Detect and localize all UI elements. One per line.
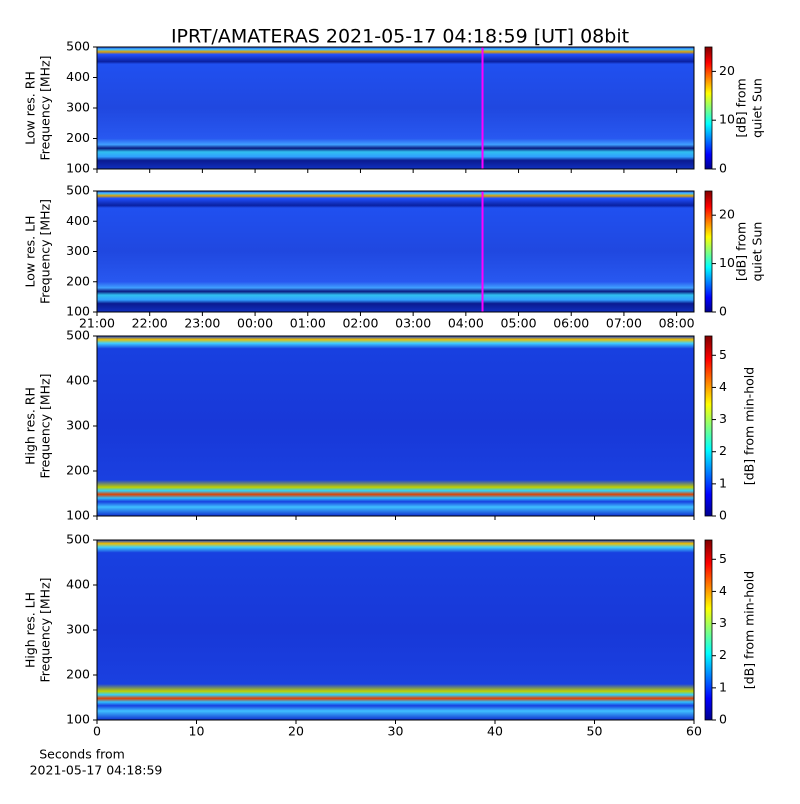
- spectrogram: [97, 47, 694, 169]
- colorbar-tick-label: 10: [719, 255, 735, 270]
- x-tick-label: 23:00: [184, 316, 220, 331]
- y-tick-label: 500: [66, 39, 90, 54]
- colorbar: [704, 46, 713, 170]
- x-tick-label: 07:00: [606, 316, 642, 331]
- spectrogram: [97, 540, 694, 720]
- y-axis-label: Frequency [MHz]: [38, 199, 53, 304]
- x-tick-label: 40: [487, 724, 503, 739]
- colorbar-tick-label: 2: [719, 647, 727, 662]
- x-axis-label: 2021-05-17 04:18:59: [30, 763, 163, 778]
- y-tick-label: 500: [66, 532, 90, 547]
- x-tick-label: 30: [388, 724, 404, 739]
- colorbar-label: [dB] from: [734, 222, 749, 281]
- colorbar: [704, 190, 713, 313]
- y-tick-label: 200: [66, 273, 90, 288]
- y-axis-label: High res. RH: [23, 387, 38, 465]
- x-tick-label: 08:00: [659, 316, 695, 331]
- colorbar-tick-label: 0: [719, 508, 727, 523]
- x-tick-label: 10: [189, 724, 205, 739]
- colorbar: [704, 335, 713, 517]
- y-tick-label: 300: [66, 100, 90, 115]
- x-tick-label: 50: [587, 724, 603, 739]
- colorbar-tick-label: 1: [719, 475, 727, 490]
- y-tick-label: 100: [66, 161, 90, 176]
- y-tick-label: 200: [66, 463, 90, 478]
- y-tick-label: 200: [66, 667, 90, 682]
- y-axis-label: Frequency [MHz]: [38, 373, 53, 478]
- y-tick-label: 100: [66, 304, 90, 319]
- colorbar-tick-label: 0: [719, 712, 727, 727]
- colorbar-tick-label: 20: [719, 207, 735, 222]
- x-tick-label: 00:00: [237, 316, 273, 331]
- colorbar-tick-label: 0: [719, 161, 727, 176]
- x-tick-label: 02:00: [342, 316, 378, 331]
- spectrogram: [97, 191, 694, 312]
- y-tick-label: 300: [66, 418, 90, 433]
- x-tick-label: 03:00: [395, 316, 431, 331]
- y-tick-label: 500: [66, 328, 90, 343]
- colorbar-tick-label: 5: [719, 347, 727, 362]
- x-tick-label: 0: [93, 724, 101, 739]
- x-tick-label: 06:00: [553, 316, 589, 331]
- colorbar-tick-label: 3: [719, 411, 727, 426]
- x-tick-label: 60: [686, 724, 702, 739]
- colorbar-label: [dB] from min-hold: [742, 571, 757, 689]
- y-axis-label: Frequency [MHz]: [38, 577, 53, 682]
- x-tick-label: 01:00: [290, 316, 326, 331]
- y-tick-label: 400: [66, 373, 90, 388]
- colorbar-label: [dB] from min-hold: [742, 367, 757, 485]
- colorbar-tick-label: 2: [719, 443, 727, 458]
- y-tick-label: 400: [66, 213, 90, 228]
- y-axis-label: Frequency [MHz]: [38, 55, 53, 160]
- colorbar: [704, 539, 713, 721]
- colorbar-tick-label: 4: [719, 379, 727, 394]
- y-tick-label: 300: [66, 243, 90, 258]
- colorbar-tick-label: 5: [719, 551, 727, 566]
- spectrogram: [97, 336, 694, 516]
- colorbar-tick-label: 10: [719, 112, 735, 127]
- colorbar-tick-label: 0: [719, 304, 727, 319]
- x-tick-label: 05:00: [501, 316, 537, 331]
- colorbar-tick-label: 4: [719, 583, 727, 598]
- colorbar-tick-label: 20: [719, 63, 735, 78]
- colorbar-label: [dB] from: [734, 78, 749, 137]
- colorbar-label: quiet Sun: [750, 78, 765, 138]
- y-tick-label: 300: [66, 622, 90, 637]
- y-tick-label: 400: [66, 577, 90, 592]
- y-tick-label: 500: [66, 183, 90, 198]
- x-tick-label: 21:00: [79, 316, 115, 331]
- colorbar-label: quiet Sun: [750, 222, 765, 282]
- y-axis-label: High res. LH: [23, 592, 38, 668]
- x-axis-label: Seconds from: [39, 747, 125, 762]
- x-tick-label: 20: [288, 724, 304, 739]
- y-axis-label: Low res. RH: [23, 71, 38, 145]
- x-tick-label: 04:00: [448, 316, 484, 331]
- y-tick-label: 400: [66, 69, 90, 84]
- chart-title: IPRT/AMATERAS 2021-05-17 04:18:59 [UT] 0…: [171, 26, 629, 48]
- y-tick-label: 100: [66, 508, 90, 523]
- y-axis-label: Low res. LH: [23, 216, 38, 288]
- colorbar-tick-label: 1: [719, 679, 727, 694]
- y-tick-label: 200: [66, 130, 90, 145]
- colorbar-tick-label: 3: [719, 615, 727, 630]
- x-tick-label: 22:00: [132, 316, 168, 331]
- y-tick-label: 100: [66, 712, 90, 727]
